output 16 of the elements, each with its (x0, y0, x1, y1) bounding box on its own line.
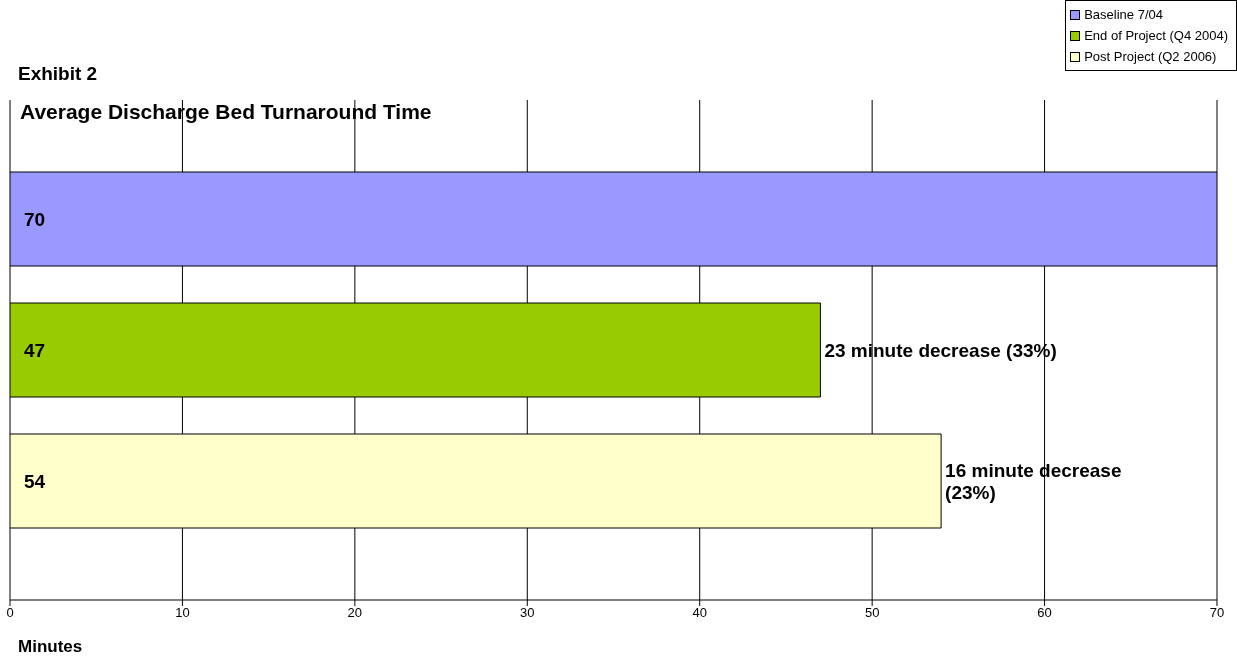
x-tick-label: 20 (347, 605, 363, 621)
chart-title: Exhibit 2 (18, 63, 98, 85)
x-tick-label: 10 (175, 605, 190, 621)
x-tick-label: 50 (864, 605, 880, 621)
legend-label: End of Project (Q4 2004) (1084, 27, 1228, 45)
x-tick-label: 60 (1037, 605, 1052, 621)
data-label: 54 (24, 470, 46, 492)
x-tick-label: 40 (692, 605, 707, 621)
legend-label: Baseline 7/04 (1084, 6, 1163, 24)
legend-label: Post Project (Q2 2006) (1084, 48, 1217, 66)
data-label: 70 (24, 208, 46, 230)
x-tick-label: 30 (520, 605, 535, 621)
x-tick-label: 0 (6, 605, 14, 621)
data-label: 47 (24, 339, 46, 361)
x-tick-label: 70 (1209, 605, 1225, 621)
x-axis-title: Minutes (18, 637, 83, 656)
